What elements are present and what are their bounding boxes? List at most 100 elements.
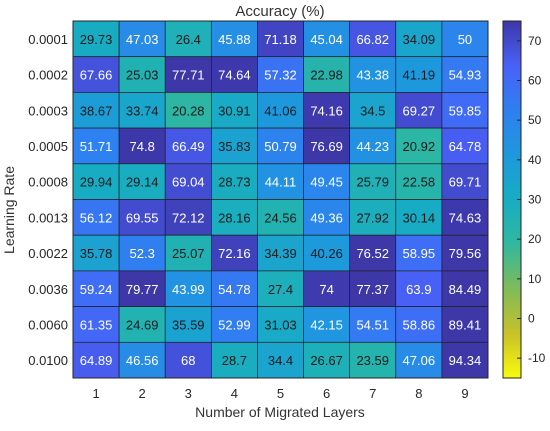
cell-value-label: 63.9 bbox=[406, 282, 431, 297]
heatmap-cell bbox=[349, 163, 397, 200]
cell-value-label: 34.39 bbox=[264, 246, 297, 261]
cell-value-label: 35.83 bbox=[218, 139, 251, 154]
heatmap-cell bbox=[210, 341, 258, 379]
heatmap-cell bbox=[210, 306, 258, 343]
cell-value-label: 61.35 bbox=[80, 317, 113, 332]
heatmap-cell bbox=[349, 306, 397, 343]
cell-value-label: 74.64 bbox=[218, 68, 251, 83]
colorbar-tick-label: 0 bbox=[528, 312, 535, 326]
y-tick-label: 0.0060 bbox=[28, 317, 68, 332]
colorbar-tick-label: 10 bbox=[528, 272, 542, 286]
heatmap-cell bbox=[164, 199, 212, 236]
cell-value-label: 45.88 bbox=[218, 32, 251, 47]
cell-value-label: 52.3 bbox=[130, 246, 155, 261]
y-tick-label: 0.0005 bbox=[28, 139, 68, 154]
heatmap-cell bbox=[72, 306, 120, 343]
heatmap-cell bbox=[303, 341, 351, 379]
y-tick-label: 0.0003 bbox=[28, 103, 68, 118]
cell-value-label: 40.26 bbox=[310, 246, 343, 261]
cell-value-label: 26.4 bbox=[176, 32, 201, 47]
heatmap-cell bbox=[349, 234, 397, 272]
cell-value-label: 27.92 bbox=[356, 210, 389, 225]
heatmap-cell bbox=[395, 20, 443, 58]
cell-value-label: 34.4 bbox=[268, 353, 293, 368]
heatmap-cell bbox=[257, 306, 304, 343]
cell-value-label: 64.78 bbox=[449, 139, 482, 154]
cell-value-label: 29.14 bbox=[126, 175, 159, 190]
cell-value-label: 28.16 bbox=[218, 210, 251, 225]
heatmap-cell bbox=[257, 199, 304, 236]
cell-value-label: 49.36 bbox=[310, 210, 343, 225]
cell-value-label: 74.16 bbox=[310, 103, 343, 118]
cell-value-label: 44.11 bbox=[265, 175, 297, 190]
cell-value-label: 79.77 bbox=[126, 282, 159, 297]
cell-value-label: 26.67 bbox=[310, 353, 343, 368]
x-axis-label: Number of Migrated Layers bbox=[195, 404, 365, 420]
cell-value-label: 57.32 bbox=[264, 68, 297, 83]
cell-value-label: 31.03 bbox=[264, 317, 297, 332]
heatmap-cell bbox=[72, 199, 120, 236]
cell-value-label: 68 bbox=[181, 353, 195, 368]
heatmap-cell bbox=[118, 234, 166, 272]
cell-value-label: 79.56 bbox=[449, 246, 482, 261]
heatmap-cell bbox=[164, 306, 212, 343]
cell-value-label: 69.04 bbox=[172, 175, 205, 190]
heatmap-cell bbox=[349, 341, 397, 379]
heatmap-cell bbox=[118, 20, 166, 58]
heatmap-cell bbox=[441, 270, 489, 307]
heatmap-cell bbox=[395, 199, 443, 236]
heatmap-cell bbox=[395, 341, 443, 379]
heatmap-cell bbox=[441, 306, 489, 343]
x-tick-labels: 1 2 3 4 5 6 7 8 9 bbox=[92, 386, 468, 401]
cell-value-label: 69.55 bbox=[126, 210, 159, 225]
cell-value-label: 50.79 bbox=[264, 139, 297, 154]
heatmap-cell bbox=[441, 92, 489, 129]
x-tick-label: 9 bbox=[461, 386, 468, 401]
y-tick-label: 0.0001 bbox=[28, 32, 68, 47]
y-tick-label: 0.0013 bbox=[28, 210, 68, 225]
heatmap-cell bbox=[118, 92, 166, 129]
heatmap-cell bbox=[164, 341, 212, 379]
cell-value-label: 77.37 bbox=[356, 282, 389, 297]
x-tick-label: 3 bbox=[185, 386, 192, 401]
cell-value-label: 51.71 bbox=[80, 139, 113, 154]
x-tick-label: 6 bbox=[323, 386, 330, 401]
heatmap-cell bbox=[210, 92, 258, 129]
heatmap-cell bbox=[303, 270, 351, 307]
cell-value-label: 41.06 bbox=[264, 103, 297, 118]
x-tick-label: 7 bbox=[369, 386, 376, 401]
heatmap-cell bbox=[349, 92, 397, 129]
heatmap-cell bbox=[257, 92, 304, 129]
y-tick-label: 0.0008 bbox=[28, 175, 68, 190]
cell-value-label: 77.71 bbox=[172, 68, 205, 83]
colorbar-tick-label: 20 bbox=[528, 232, 542, 246]
cell-value-label: 43.99 bbox=[172, 282, 205, 297]
y-tick-label: 0.0100 bbox=[28, 353, 68, 368]
cell-value-label: 54.78 bbox=[218, 282, 251, 297]
cell-value-label: 25.03 bbox=[126, 68, 159, 83]
cell-value-label: 56.12 bbox=[80, 210, 113, 225]
heatmap-cell bbox=[72, 127, 120, 165]
heatmap-cells: 29.73 47.03 26.4 45.88 71.18 45.04 66.82 34.09 5… bbox=[72, 20, 489, 379]
y-axis-label: Learning Rate bbox=[1, 166, 17, 254]
plot-frame bbox=[72, 20, 489, 379]
heatmap-cell bbox=[72, 92, 120, 129]
heatmap-cell bbox=[72, 20, 120, 58]
cell-value-label: 28.73 bbox=[218, 175, 251, 190]
heatmap-cell bbox=[210, 270, 258, 307]
heatmap-cell bbox=[257, 234, 304, 272]
cell-value-label: 59.85 bbox=[449, 103, 482, 118]
x-tick-label: 8 bbox=[415, 386, 422, 401]
heatmap-cell bbox=[210, 199, 258, 236]
cell-value-label: 29.73 bbox=[80, 32, 113, 47]
cell-value-label: 47.06 bbox=[403, 353, 436, 368]
cell-value-label: 72.12 bbox=[172, 210, 205, 225]
colorbar: -10 0 10 20 30 40 50 60 70 bbox=[502, 20, 546, 379]
cell-value-label: 69.71 bbox=[449, 175, 482, 190]
cell-value-label: 35.59 bbox=[172, 317, 205, 332]
cell-value-label: 47.03 bbox=[126, 32, 159, 47]
heatmap-cell bbox=[118, 199, 166, 236]
cell-value-label: 71.18 bbox=[264, 32, 297, 47]
